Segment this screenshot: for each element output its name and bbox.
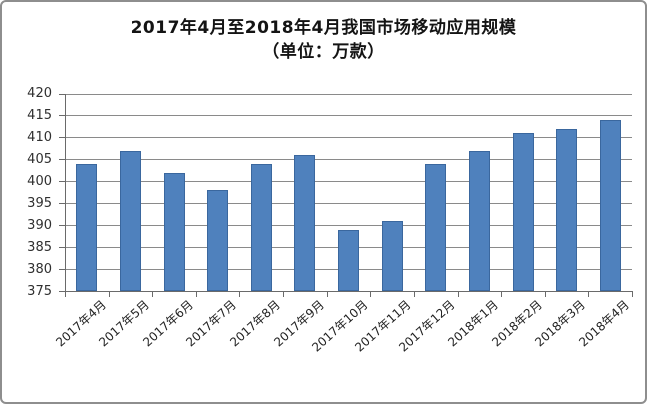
bar <box>294 154 316 291</box>
y-axis-tick <box>59 203 65 205</box>
y-tick-label: 420 <box>27 86 52 101</box>
y-tick-label: 385 <box>27 239 52 255</box>
gridline <box>65 291 632 292</box>
x-axis-tick <box>588 291 590 297</box>
y-tick-label: 410 <box>27 129 52 145</box>
chart-title: 2017年4月至2018年4月我国市场移动应用规模 （单位：万款） <box>2 16 645 64</box>
y-tick-label: 405 <box>27 151 52 167</box>
x-axis-tick <box>239 291 241 297</box>
bar <box>207 190 229 291</box>
bar <box>556 128 578 291</box>
y-axis-tick <box>59 93 65 95</box>
x-axis-tick <box>632 291 633 297</box>
x-axis-tick <box>544 291 546 297</box>
chart-title-line2: （单位：万款） <box>262 42 385 62</box>
y-tick-label: 375 <box>27 283 52 299</box>
chart-title-line1: 2017年4月至2018年4月我国市场移动应用规模 <box>130 18 517 38</box>
x-axis-tick <box>65 291 66 297</box>
gridline <box>65 225 632 227</box>
y-axis-line <box>65 93 66 291</box>
y-axis-tick <box>59 225 65 227</box>
y-tick-label: 400 <box>27 173 52 189</box>
bar <box>512 133 534 291</box>
y-axis-tick <box>59 137 65 139</box>
x-axis-tick <box>413 291 415 297</box>
bar <box>76 163 98 291</box>
gridline <box>65 93 632 95</box>
gridline <box>65 203 632 205</box>
y-axis-tick <box>59 291 65 292</box>
bar <box>250 163 272 291</box>
x-axis-tick <box>326 291 328 297</box>
x-axis-tick <box>195 291 197 297</box>
bar <box>599 119 621 291</box>
y-axis-tick <box>59 269 65 271</box>
gridline <box>65 137 632 139</box>
x-axis-tick <box>152 291 154 297</box>
gridline <box>65 115 632 117</box>
x-axis-tick <box>283 291 285 297</box>
bar <box>119 150 141 291</box>
x-axis-tick <box>501 291 503 297</box>
y-tick-label: 380 <box>27 261 52 277</box>
y-tick-label: 390 <box>27 217 52 233</box>
y-axis-tick <box>59 115 65 117</box>
bar <box>163 172 185 291</box>
y-axis-tick <box>59 159 65 161</box>
bar <box>381 220 403 291</box>
y-axis-tick <box>59 181 65 183</box>
gridline <box>65 159 632 161</box>
bar <box>338 229 359 291</box>
x-axis-tick <box>370 291 372 297</box>
y-tick-label: 395 <box>27 195 52 211</box>
y-tick-label: 415 <box>27 107 52 123</box>
y-axis-tick <box>59 247 65 249</box>
x-axis-tick <box>457 291 459 297</box>
bar <box>468 150 490 291</box>
gridline <box>65 181 632 183</box>
bar <box>425 163 447 291</box>
x-axis-tick <box>108 291 110 297</box>
